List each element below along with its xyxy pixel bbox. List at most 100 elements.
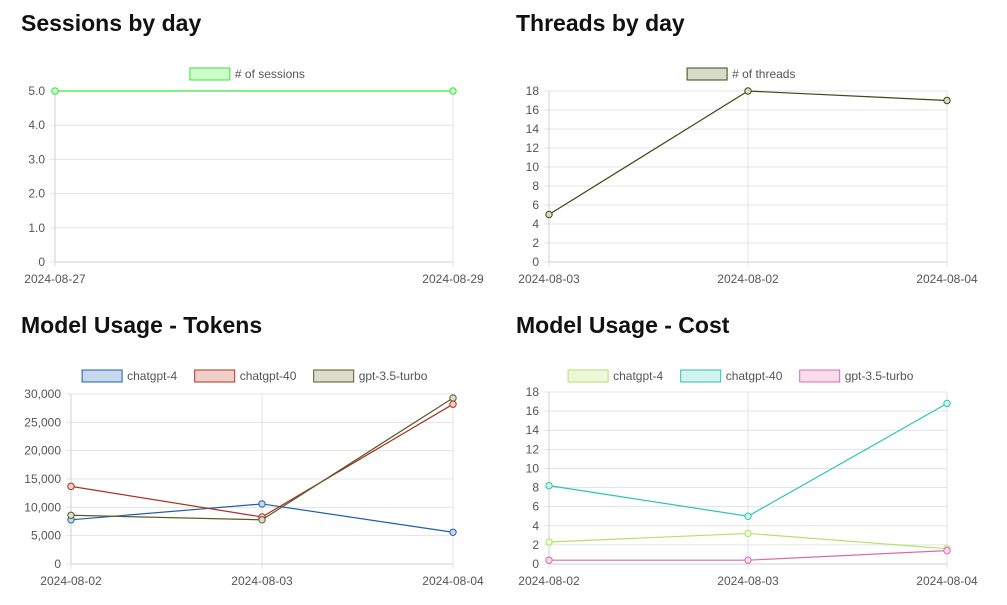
y-tick-label: 4	[532, 217, 539, 231]
x-tick-label: 2024-08-04	[916, 574, 978, 588]
y-tick-label: 18	[526, 84, 540, 98]
y-tick-label: 16	[526, 103, 540, 117]
tokens-chart-panel: Model Usage - Tokens 0 5,000 10,000 15,000 2…	[21, 312, 491, 602]
y-tick-label: 0	[54, 557, 61, 571]
data-point[interactable]	[258, 500, 266, 508]
y-tick-label: 16	[526, 404, 540, 418]
y-tick-label: 10	[526, 461, 540, 475]
data-point[interactable]	[51, 87, 59, 95]
legend-label: chatgpt-40	[726, 369, 783, 383]
x-tick-label: 2024-08-27	[24, 272, 86, 286]
legend-label: chatgpt-4	[613, 369, 663, 383]
x-tick-label: 2024-08-04	[422, 574, 484, 588]
legend-label: chatgpt-40	[240, 369, 297, 383]
data-point[interactable]	[545, 210, 553, 219]
legend-swatch	[313, 369, 355, 383]
legend-label: # of threads	[732, 67, 795, 81]
y-tick-label: 12	[526, 141, 540, 155]
y-tick-label: 5.0	[28, 84, 45, 98]
y-tick-label: 8	[532, 179, 539, 193]
legend-swatch	[567, 369, 609, 383]
y-tick-label: 15,000	[24, 472, 61, 486]
data-point[interactable]	[545, 481, 553, 490]
legend-swatch	[194, 369, 236, 383]
x-tick-label: 2024-08-03	[518, 272, 580, 286]
legend-item[interactable]: chatgpt-4	[81, 369, 177, 383]
y-tick-label: 6	[532, 198, 539, 212]
cost-chart-panel: Model Usage - Cost 0 2 4 6 8 10 12 14 16 18 2024-0…	[516, 312, 986, 602]
sessions-chart-panel: Sessions by day 0 1.0 2.0 3.0 4.0 5.0 2024-08-…	[21, 10, 491, 295]
tokens-line-chart: 0 5,000 10,000 15,000 20,000 25,000 30,000 2024…	[24, 369, 484, 588]
legend-item[interactable]: # of sessions	[189, 67, 305, 81]
x-tick-label: 2024-08-02	[717, 272, 779, 286]
y-tick-label: 30,000	[24, 387, 61, 401]
data-point[interactable]	[744, 512, 752, 520]
legend-label: chatgpt-4	[127, 369, 177, 383]
data-point[interactable]	[545, 556, 553, 564]
data-point[interactable]	[744, 529, 752, 538]
y-tick-label: 4	[532, 519, 539, 533]
x-tick-label: 2024-08-03	[717, 574, 779, 588]
x-tick-label: 2024-08-02	[518, 574, 580, 588]
sessions-line-chart: 0 1.0 2.0 3.0 4.0 5.0 2024-08-27 2024-08-29 # of…	[24, 67, 484, 286]
legend-swatch	[799, 369, 841, 383]
data-point[interactable]	[67, 482, 75, 491]
y-tick-label: 0	[532, 255, 539, 269]
x-tick-label: 2024-08-03	[231, 574, 293, 588]
legend-label: # of sessions	[235, 67, 305, 81]
legend-item[interactable]: chatgpt-40	[194, 369, 297, 383]
chart-title: Model Usage - Tokens	[21, 312, 263, 338]
threads-chart-panel: Threads by day 0 2 4 6 8 10 12 14 16 18 2024-08-03…	[516, 10, 986, 295]
x-tick-label: 2024-08-04	[916, 272, 978, 286]
legend-item[interactable]: gpt-3.5-turbo	[313, 369, 428, 383]
x-tick-label: 2024-08-29	[422, 272, 484, 286]
y-tick-label: 4.0	[28, 118, 45, 132]
y-tick-label: 6	[532, 500, 539, 514]
data-point[interactable]	[449, 400, 457, 408]
y-tick-label: 0	[38, 255, 45, 269]
y-tick-label: 8	[532, 481, 539, 495]
data-point[interactable]	[943, 96, 951, 105]
data-point[interactable]	[744, 556, 752, 564]
legend-item[interactable]: chatgpt-4	[567, 369, 663, 383]
legend-label: gpt-3.5-turbo	[359, 369, 428, 383]
legend-swatch	[686, 67, 728, 81]
y-tick-label: 20,000	[24, 444, 61, 458]
y-tick-label: 18	[526, 385, 540, 399]
data-point[interactable]	[67, 511, 75, 519]
legend-item[interactable]: gpt-3.5-turbo	[799, 369, 914, 383]
y-tick-label: 0	[532, 557, 539, 571]
legend-swatch	[680, 369, 722, 383]
data-point[interactable]	[449, 394, 457, 402]
data-point[interactable]	[449, 87, 457, 95]
legend-swatch	[81, 369, 123, 383]
legend-label: gpt-3.5-turbo	[845, 369, 914, 383]
y-tick-label: 2	[532, 236, 539, 250]
y-tick-label: 12	[526, 442, 540, 456]
y-tick-label: 2.0	[28, 187, 45, 201]
y-tick-label: 2	[532, 538, 539, 552]
data-point[interactable]	[449, 528, 457, 536]
data-point[interactable]	[943, 399, 951, 408]
threads-line-chart: 0 2 4 6 8 10 12 14 16 18 2024-08-03 2024-08-02 2024-…	[518, 67, 978, 286]
y-tick-label: 10,000	[24, 500, 61, 514]
y-tick-label: 3.0	[28, 152, 45, 166]
y-tick-label: 14	[526, 423, 540, 437]
data-point[interactable]	[744, 87, 752, 95]
chart-title: Sessions by day	[21, 10, 202, 36]
x-tick-label: 2024-08-02	[40, 574, 102, 588]
legend-item[interactable]: chatgpt-40	[680, 369, 783, 383]
legend-item[interactable]: # of threads	[686, 67, 795, 81]
cost-line-chart: 0 2 4 6 8 10 12 14 16 18 2024-08-02 2024-08-03 2024-…	[518, 369, 978, 588]
data-point[interactable]	[545, 538, 553, 546]
y-tick-label: 25,000	[24, 415, 61, 429]
legend-swatch	[189, 67, 231, 81]
chart-title: Threads by day	[516, 10, 685, 36]
y-tick-label: 14	[526, 122, 540, 136]
y-tick-label: 1.0	[28, 221, 45, 235]
data-point[interactable]	[943, 546, 951, 555]
data-point[interactable]	[258, 516, 266, 524]
y-tick-label: 10	[526, 160, 540, 174]
y-tick-label: 5,000	[31, 529, 61, 543]
chart-title: Model Usage - Cost	[516, 312, 730, 338]
